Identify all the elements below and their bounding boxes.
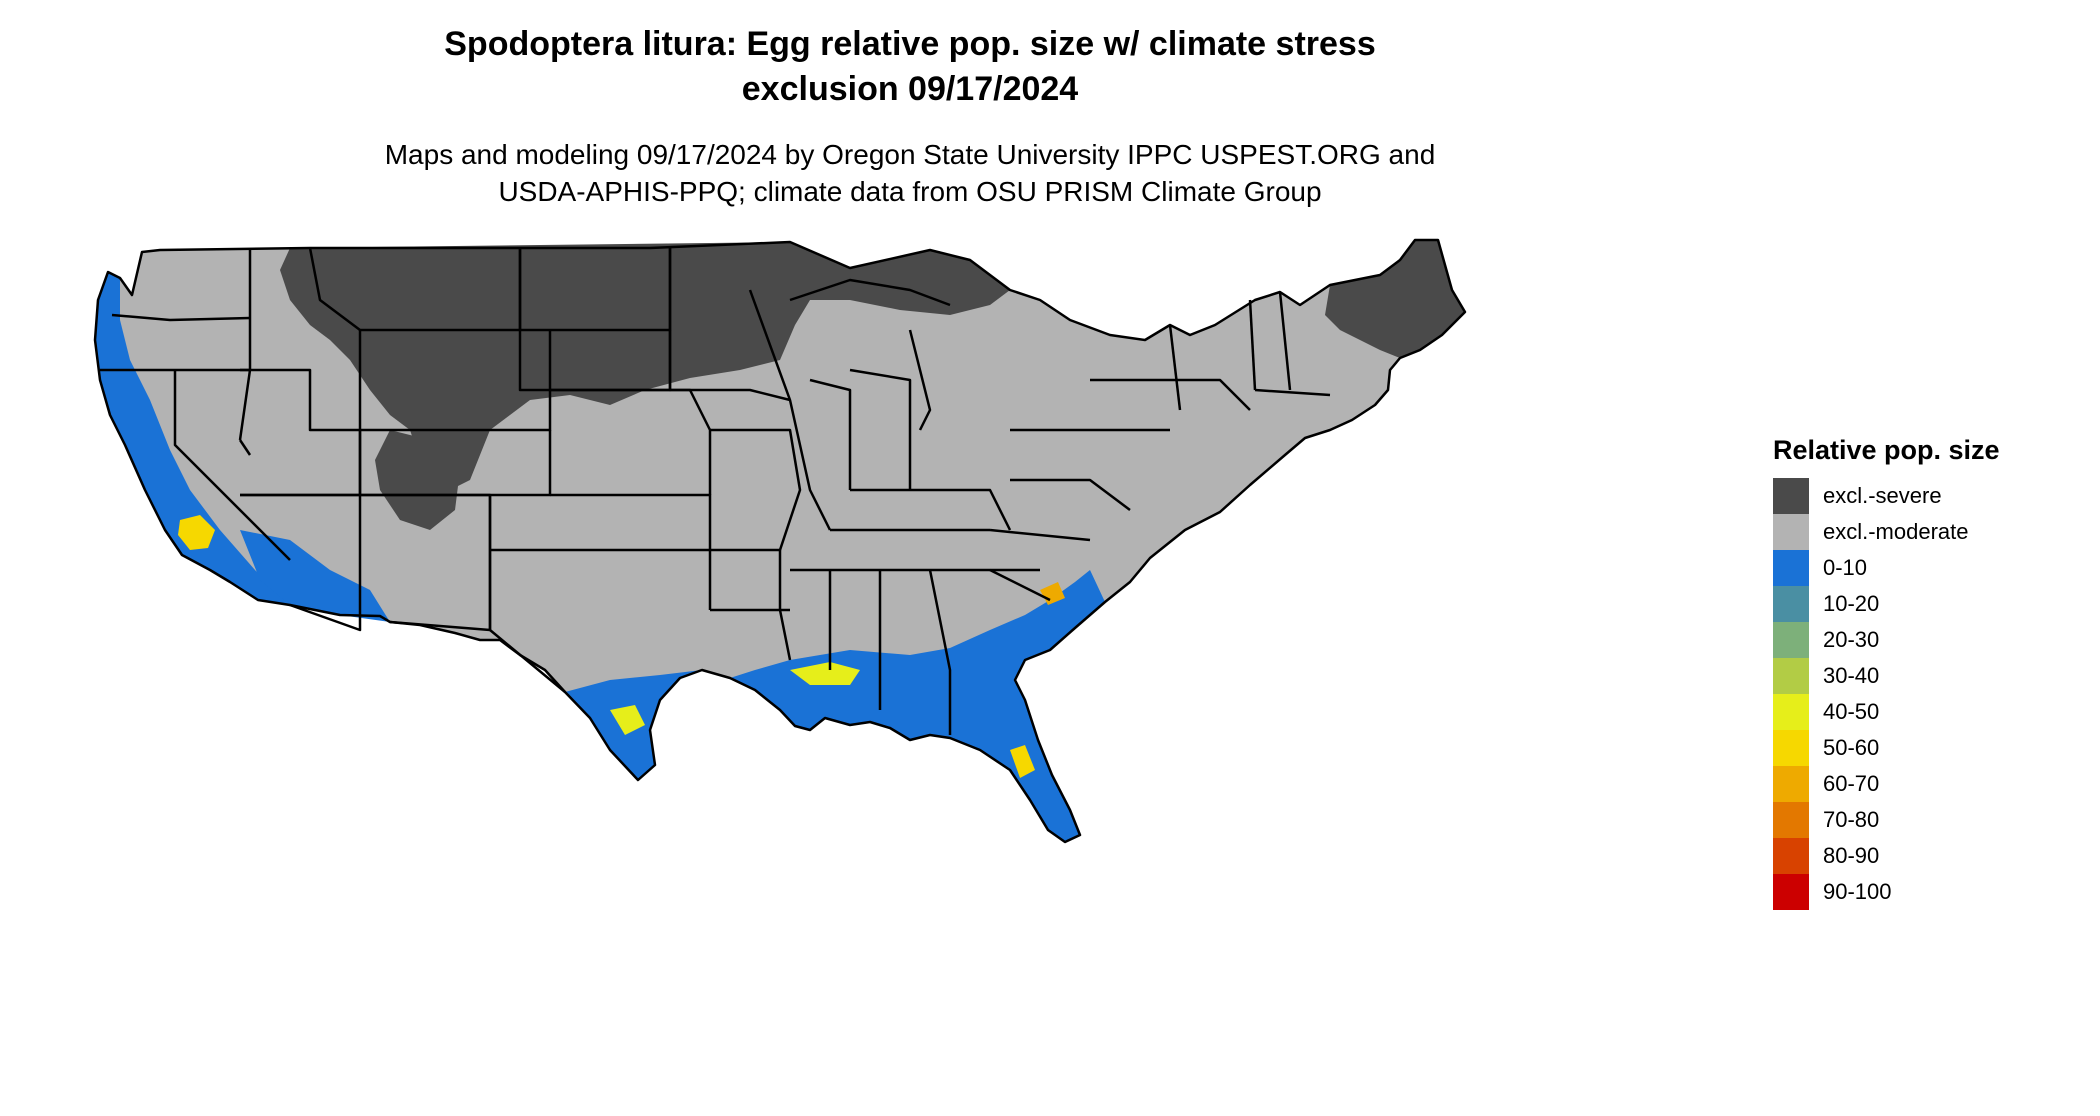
habitat-patch-gulf bbox=[790, 662, 860, 685]
legend-swatch bbox=[1773, 694, 1809, 730]
legend-item: 20-30 bbox=[1773, 622, 2073, 658]
legend-swatch bbox=[1773, 586, 1809, 622]
habitat-patch-california bbox=[178, 515, 215, 550]
state-borders bbox=[93, 238, 1467, 844]
us-map bbox=[90, 230, 1750, 1116]
habitat-patch-florida bbox=[1010, 745, 1035, 778]
severe-exclusion-northeast bbox=[1325, 240, 1465, 358]
severe-exclusion-rockies bbox=[375, 430, 460, 530]
legend-label: 60-70 bbox=[1823, 771, 1880, 796]
title-line-2: exclusion 09/17/2024 bbox=[741, 70, 1079, 108]
legend-label: 50-60 bbox=[1823, 735, 1880, 760]
subtitle-line-1: Maps and modeling 09/17/2024 by Oregon S… bbox=[384, 139, 1436, 170]
legend-label: 10-20 bbox=[1823, 591, 1880, 616]
legend-label: 80-90 bbox=[1823, 843, 1880, 868]
severe-exclusion-north bbox=[280, 242, 1010, 490]
legend-swatch bbox=[1773, 658, 1809, 694]
legend-label: 40-50 bbox=[1823, 699, 1880, 724]
legend-label: 20-30 bbox=[1823, 627, 1880, 652]
legend-swatch bbox=[1773, 838, 1809, 874]
habitat-gulf-coast bbox=[565, 570, 1105, 842]
map-title: Spodoptera litura: Egg relative pop. siz… bbox=[0, 22, 1820, 210]
us-map-svg bbox=[93, 238, 1467, 844]
legend-swatch bbox=[1773, 550, 1809, 586]
habitat-southwest bbox=[240, 530, 390, 622]
legend-swatch bbox=[1773, 802, 1809, 838]
legend-item: 80-90 bbox=[1773, 838, 2073, 874]
legend-item: 10-20 bbox=[1773, 586, 2073, 622]
title-line-1: Spodoptera litura: Egg relative pop. siz… bbox=[444, 25, 1376, 63]
legend-swatch bbox=[1773, 766, 1809, 802]
legend-item: 50-60 bbox=[1773, 730, 2073, 766]
legend-item: excl.-severe bbox=[1773, 478, 2073, 514]
legend-label: excl.-moderate bbox=[1823, 519, 1969, 544]
legend-item: 70-80 bbox=[1773, 802, 2073, 838]
legend-swatch bbox=[1773, 478, 1809, 514]
map-subtitle: Maps and modeling 09/17/2024 by Oregon S… bbox=[0, 136, 1820, 210]
legend-items: excl.-severe excl.-moderate 0-10 10-20 2… bbox=[1773, 478, 2073, 910]
legend-label: 90-100 bbox=[1823, 879, 1892, 904]
legend-swatch bbox=[1773, 730, 1809, 766]
legend-label: 0-10 bbox=[1823, 555, 1868, 580]
legend-item: 0-10 bbox=[1773, 550, 2073, 586]
legend-label: excl.-severe bbox=[1823, 483, 1942, 508]
legend-swatch bbox=[1773, 622, 1809, 658]
legend-item: 60-70 bbox=[1773, 766, 2073, 802]
legend-title: Relative pop. size bbox=[1773, 435, 2000, 465]
legend-label: 30-40 bbox=[1823, 663, 1880, 688]
legend-item: 30-40 bbox=[1773, 658, 2073, 694]
legend-item: 40-50 bbox=[1773, 694, 2073, 730]
legend-label: 70-80 bbox=[1823, 807, 1880, 832]
legend-swatch bbox=[1773, 514, 1809, 550]
legend-item: 90-100 bbox=[1773, 874, 2073, 910]
habitat-patch-texas bbox=[610, 705, 645, 735]
legend-item: excl.-moderate bbox=[1773, 514, 2073, 550]
subtitle-line-2: USDA-APHIS-PPQ; climate data from OSU PR… bbox=[498, 176, 1322, 207]
legend-swatch bbox=[1773, 874, 1809, 910]
map-legend: Relative pop. size excl.-severe excl.-mo… bbox=[1773, 432, 2073, 910]
